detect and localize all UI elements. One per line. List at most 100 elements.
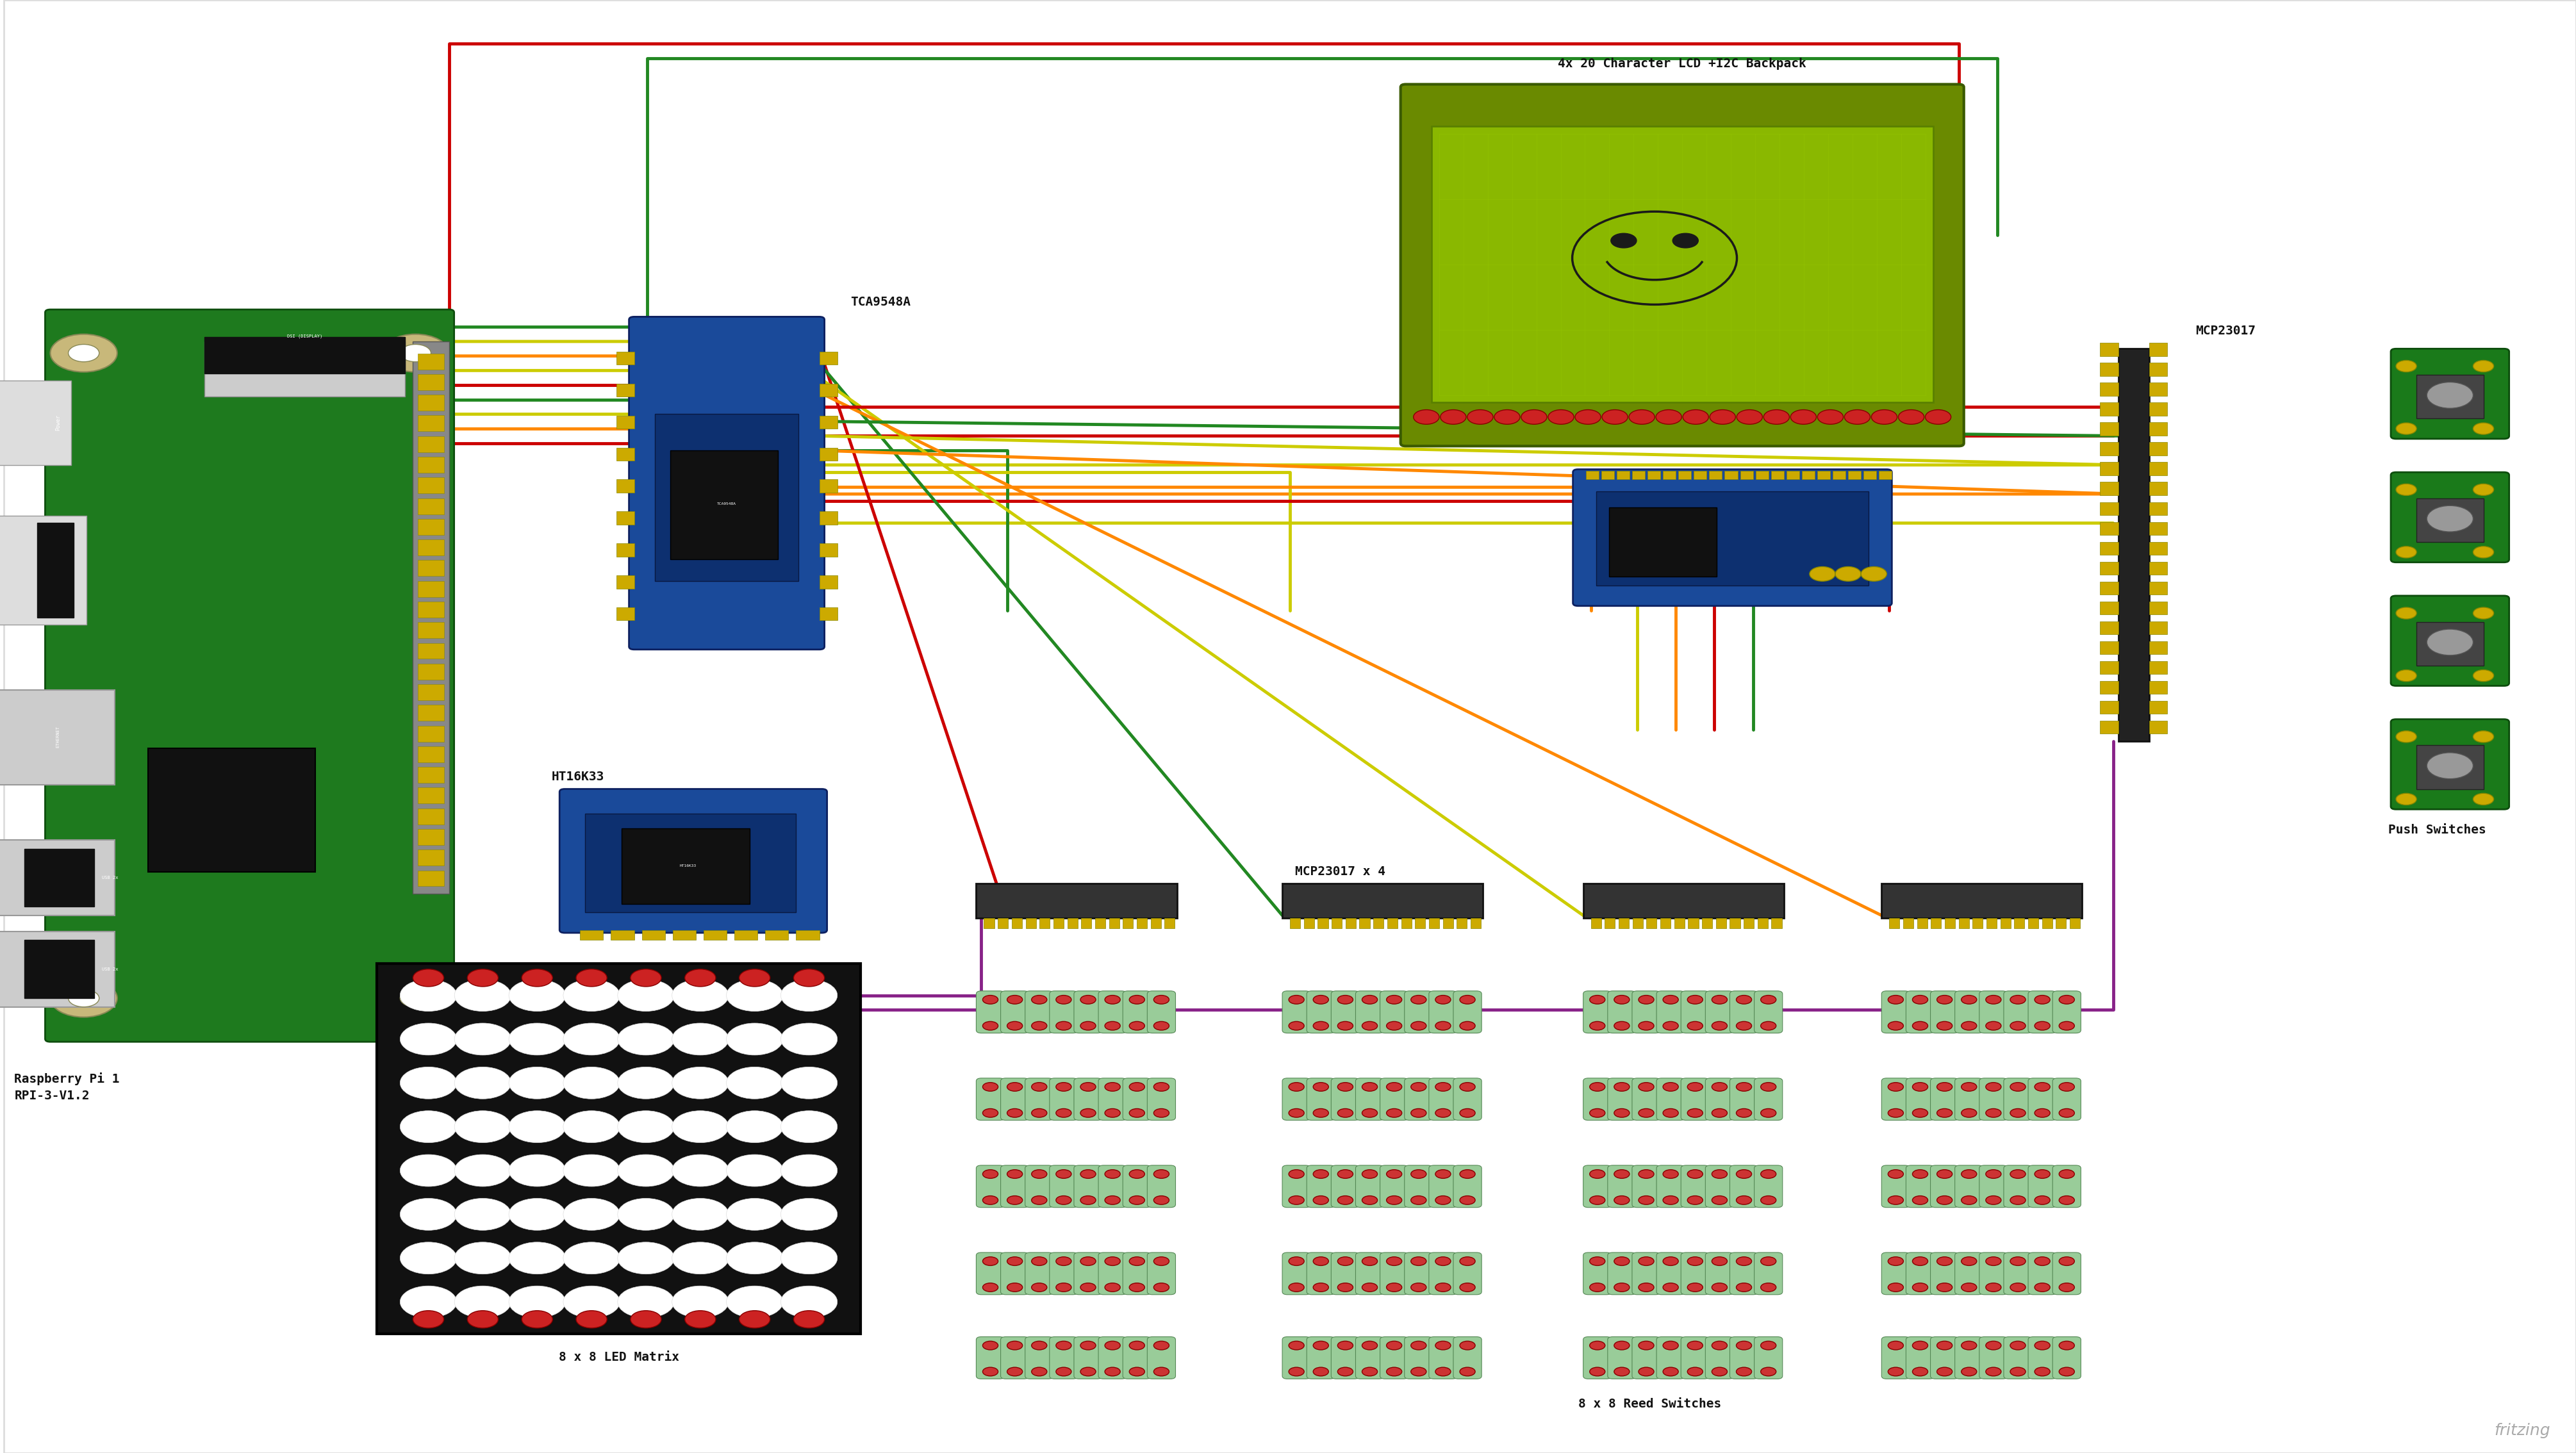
Circle shape xyxy=(2009,1196,2025,1205)
Circle shape xyxy=(453,1242,510,1274)
Circle shape xyxy=(1713,1196,1728,1205)
Circle shape xyxy=(1363,1196,1378,1205)
Bar xyxy=(2099,581,2117,594)
Circle shape xyxy=(1056,1109,1072,1117)
Circle shape xyxy=(510,1155,564,1187)
FancyBboxPatch shape xyxy=(1682,1165,1710,1207)
Circle shape xyxy=(1435,1367,1450,1376)
Circle shape xyxy=(1461,1082,1476,1091)
Circle shape xyxy=(1615,995,1631,1004)
Circle shape xyxy=(726,1110,783,1142)
FancyBboxPatch shape xyxy=(559,789,827,933)
Bar xyxy=(1958,918,1968,928)
Bar xyxy=(2099,622,2117,635)
Circle shape xyxy=(1412,1021,1427,1030)
Circle shape xyxy=(1128,1170,1144,1178)
FancyBboxPatch shape xyxy=(1025,1252,1054,1295)
FancyBboxPatch shape xyxy=(1955,1252,1984,1295)
Circle shape xyxy=(1736,1283,1752,1292)
Bar xyxy=(2117,349,2148,741)
Bar xyxy=(2099,382,2117,395)
Circle shape xyxy=(1461,1196,1476,1205)
Circle shape xyxy=(1986,1082,2002,1091)
FancyBboxPatch shape xyxy=(1146,1337,1175,1379)
Circle shape xyxy=(1363,1341,1378,1350)
Circle shape xyxy=(672,979,729,1011)
Bar xyxy=(2099,363,2117,376)
FancyBboxPatch shape xyxy=(1906,1337,1935,1379)
FancyBboxPatch shape xyxy=(1584,1165,1613,1207)
FancyBboxPatch shape xyxy=(1430,1337,1458,1379)
Circle shape xyxy=(466,1311,497,1328)
Bar xyxy=(2148,700,2166,713)
Circle shape xyxy=(1937,1082,1953,1091)
Circle shape xyxy=(2009,1257,2025,1266)
Circle shape xyxy=(510,1067,564,1098)
Circle shape xyxy=(672,1286,729,1318)
Circle shape xyxy=(453,1199,510,1231)
Bar xyxy=(1664,471,1677,479)
FancyBboxPatch shape xyxy=(1584,1078,1613,1120)
Circle shape xyxy=(1687,1021,1703,1030)
Circle shape xyxy=(1154,1021,1170,1030)
FancyBboxPatch shape xyxy=(1633,1252,1662,1295)
FancyBboxPatch shape xyxy=(1705,1078,1734,1120)
Circle shape xyxy=(2035,1257,2050,1266)
Circle shape xyxy=(1759,1170,1775,1178)
FancyBboxPatch shape xyxy=(2004,991,2032,1033)
Circle shape xyxy=(1713,1341,1728,1350)
FancyBboxPatch shape xyxy=(1404,1337,1432,1379)
Circle shape xyxy=(1615,1196,1631,1205)
Bar xyxy=(616,384,634,397)
Circle shape xyxy=(1911,1257,1927,1266)
FancyBboxPatch shape xyxy=(1731,1252,1757,1295)
FancyBboxPatch shape xyxy=(2027,1165,2056,1207)
Circle shape xyxy=(1937,1196,1953,1205)
Bar xyxy=(417,456,443,472)
Bar xyxy=(616,448,634,461)
Circle shape xyxy=(399,1242,456,1274)
Bar xyxy=(2002,918,2012,928)
FancyBboxPatch shape xyxy=(1978,991,2007,1033)
Circle shape xyxy=(1030,995,1046,1004)
Circle shape xyxy=(1664,1082,1680,1091)
Circle shape xyxy=(1713,1257,1728,1266)
Bar xyxy=(1754,471,1767,479)
Bar xyxy=(1592,918,1602,928)
Bar xyxy=(0,516,88,625)
Bar xyxy=(2099,562,2117,575)
Circle shape xyxy=(1337,1196,1352,1205)
Circle shape xyxy=(1363,1283,1378,1292)
Circle shape xyxy=(2035,1341,2050,1350)
Circle shape xyxy=(1412,995,1427,1004)
FancyBboxPatch shape xyxy=(1283,1252,1311,1295)
Circle shape xyxy=(1007,1367,1023,1376)
Circle shape xyxy=(1154,1341,1170,1350)
Circle shape xyxy=(2473,607,2494,619)
Circle shape xyxy=(685,1311,716,1328)
Circle shape xyxy=(399,1199,456,1231)
FancyBboxPatch shape xyxy=(1906,1252,1935,1295)
Circle shape xyxy=(381,334,448,372)
Bar xyxy=(1695,471,1708,479)
Bar xyxy=(2099,661,2117,674)
Circle shape xyxy=(981,1082,997,1091)
Circle shape xyxy=(1128,1257,1144,1266)
Bar xyxy=(796,930,819,940)
Circle shape xyxy=(2009,1021,2025,1030)
Circle shape xyxy=(1589,1082,1605,1091)
Circle shape xyxy=(510,1242,564,1274)
FancyBboxPatch shape xyxy=(1355,1252,1383,1295)
Circle shape xyxy=(2058,1341,2074,1350)
Bar xyxy=(672,930,696,940)
Circle shape xyxy=(1128,1367,1144,1376)
Bar xyxy=(616,352,634,365)
FancyBboxPatch shape xyxy=(976,1252,1005,1295)
Bar xyxy=(1430,918,1440,928)
Circle shape xyxy=(1288,1257,1303,1266)
Circle shape xyxy=(981,1170,997,1178)
Bar xyxy=(1587,471,1600,479)
Circle shape xyxy=(1363,1367,1378,1376)
Circle shape xyxy=(1461,1257,1476,1266)
Circle shape xyxy=(2058,1082,2074,1091)
